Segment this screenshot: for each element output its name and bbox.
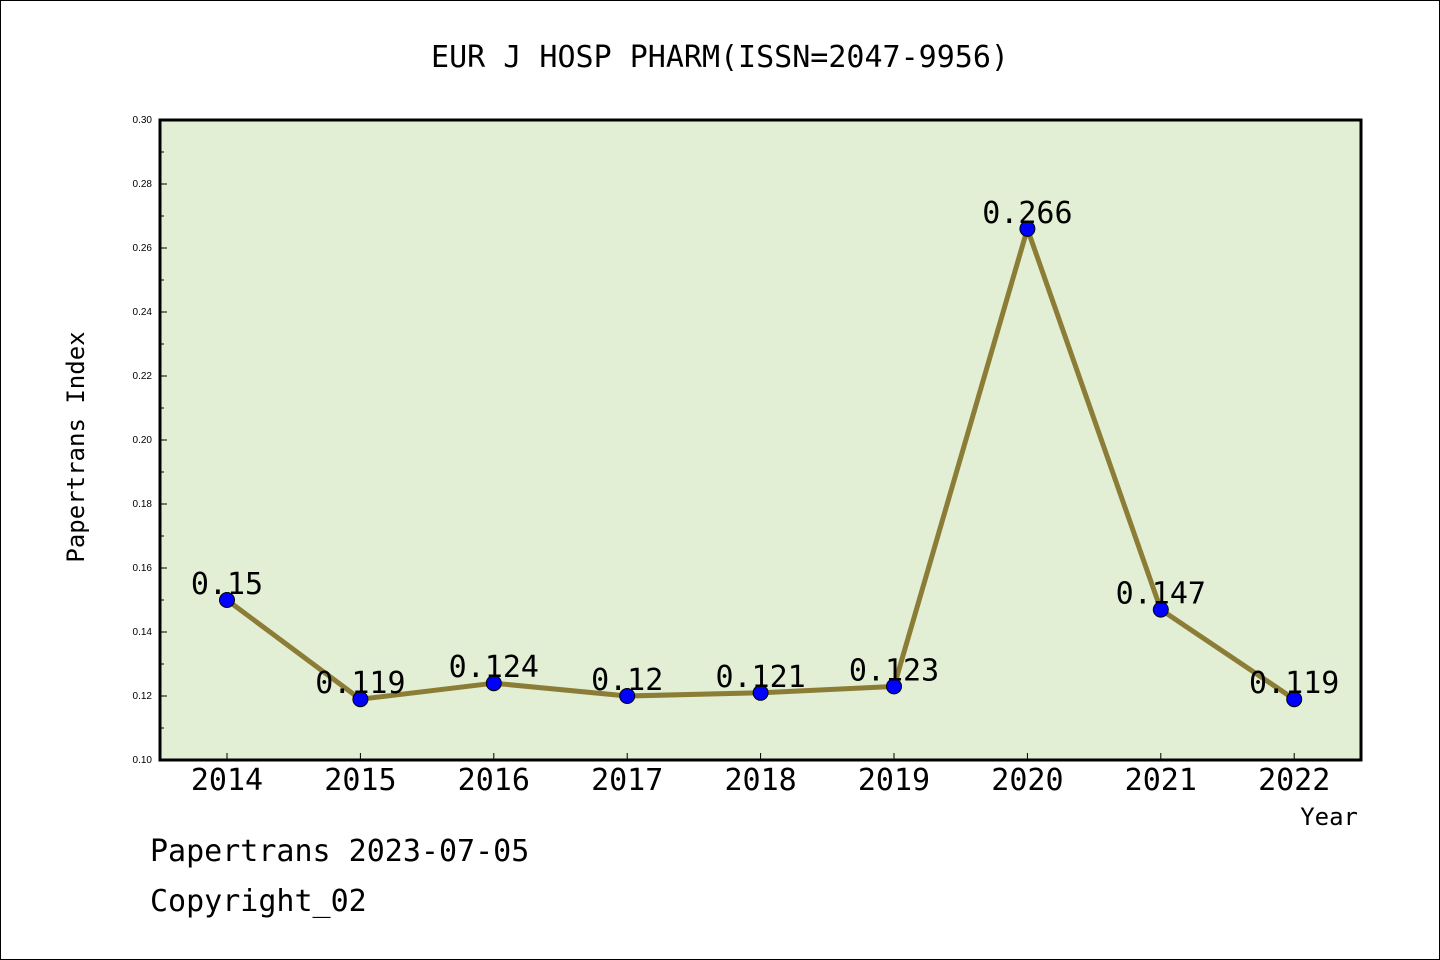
y-tick-label: 0.30 <box>133 115 153 126</box>
y-tick-label: 0.16 <box>133 563 153 574</box>
x-tick-label: 2021 <box>1125 763 1197 798</box>
data-point <box>219 592 235 608</box>
x-tick-label: 2018 <box>724 763 796 798</box>
x-axis: 2014 2015 2016 2017 2018 2019 2020 2021 2022 <box>191 753 1330 798</box>
y-tick-label: 0.14 <box>133 627 153 638</box>
x-tick-label: 2019 <box>858 763 930 798</box>
footer-date: Papertrans 2023-07-05 <box>150 834 530 869</box>
x-tick-label: 2022 <box>1258 763 1330 798</box>
footer-copyright: Copyright_02 <box>150 884 367 919</box>
x-tick-label: 2017 <box>591 763 663 798</box>
data-point <box>1152 601 1169 618</box>
y-tick-label: 0.28 <box>133 179 153 190</box>
y-tick-label: 0.24 <box>133 307 153 318</box>
y-axis: 0.10 0.12 0.14 0.16 0.18 0.20 0.22 0.24 0.26 0.28… <box>133 115 167 766</box>
x-tick-label: 2020 <box>991 763 1063 798</box>
x-tick-label: 2015 <box>324 763 396 798</box>
data-label: 0.119 <box>1249 666 1339 701</box>
data-label: 0.12 <box>591 663 663 698</box>
y-tick-label: 0.12 <box>133 691 153 702</box>
data-point <box>485 675 502 692</box>
chart-title: EUR J HOSP PHARM(ISSN=2047-9956) <box>431 40 1009 75</box>
data-label: 0.123 <box>849 653 939 688</box>
plot-area <box>158 118 1363 762</box>
y-tick-label: 0.18 <box>133 499 153 510</box>
y-axis-label: Papertrans Index <box>62 331 90 562</box>
data-point <box>619 688 636 704</box>
data-label: 0.147 <box>1116 577 1206 612</box>
data-label: 0.119 <box>315 666 405 701</box>
data-label: 0.121 <box>715 660 805 695</box>
data-point <box>352 691 369 708</box>
data-point <box>1286 691 1303 708</box>
data-label: 0.15 <box>191 567 263 602</box>
data-label: 0.124 <box>449 650 539 685</box>
data-point <box>886 678 902 695</box>
data-point <box>752 684 769 701</box>
y-tick-label: 0.22 <box>133 371 153 382</box>
x-tick-label: 2014 <box>191 763 263 798</box>
data-label: 0.266 <box>982 196 1072 231</box>
y-tick-label: 0.26 <box>133 243 153 254</box>
y-tick-label: 0.10 <box>133 755 153 766</box>
x-tick-label: 2016 <box>458 763 530 798</box>
x-axis-label: Year <box>1300 803 1358 831</box>
y-tick-label: 0.20 <box>133 435 153 446</box>
series-line-group: 0.15 0.119 0.124 0.12 0.121 0.123 0.266 0.147 0.… <box>191 196 1339 708</box>
data-point <box>1019 220 1036 237</box>
